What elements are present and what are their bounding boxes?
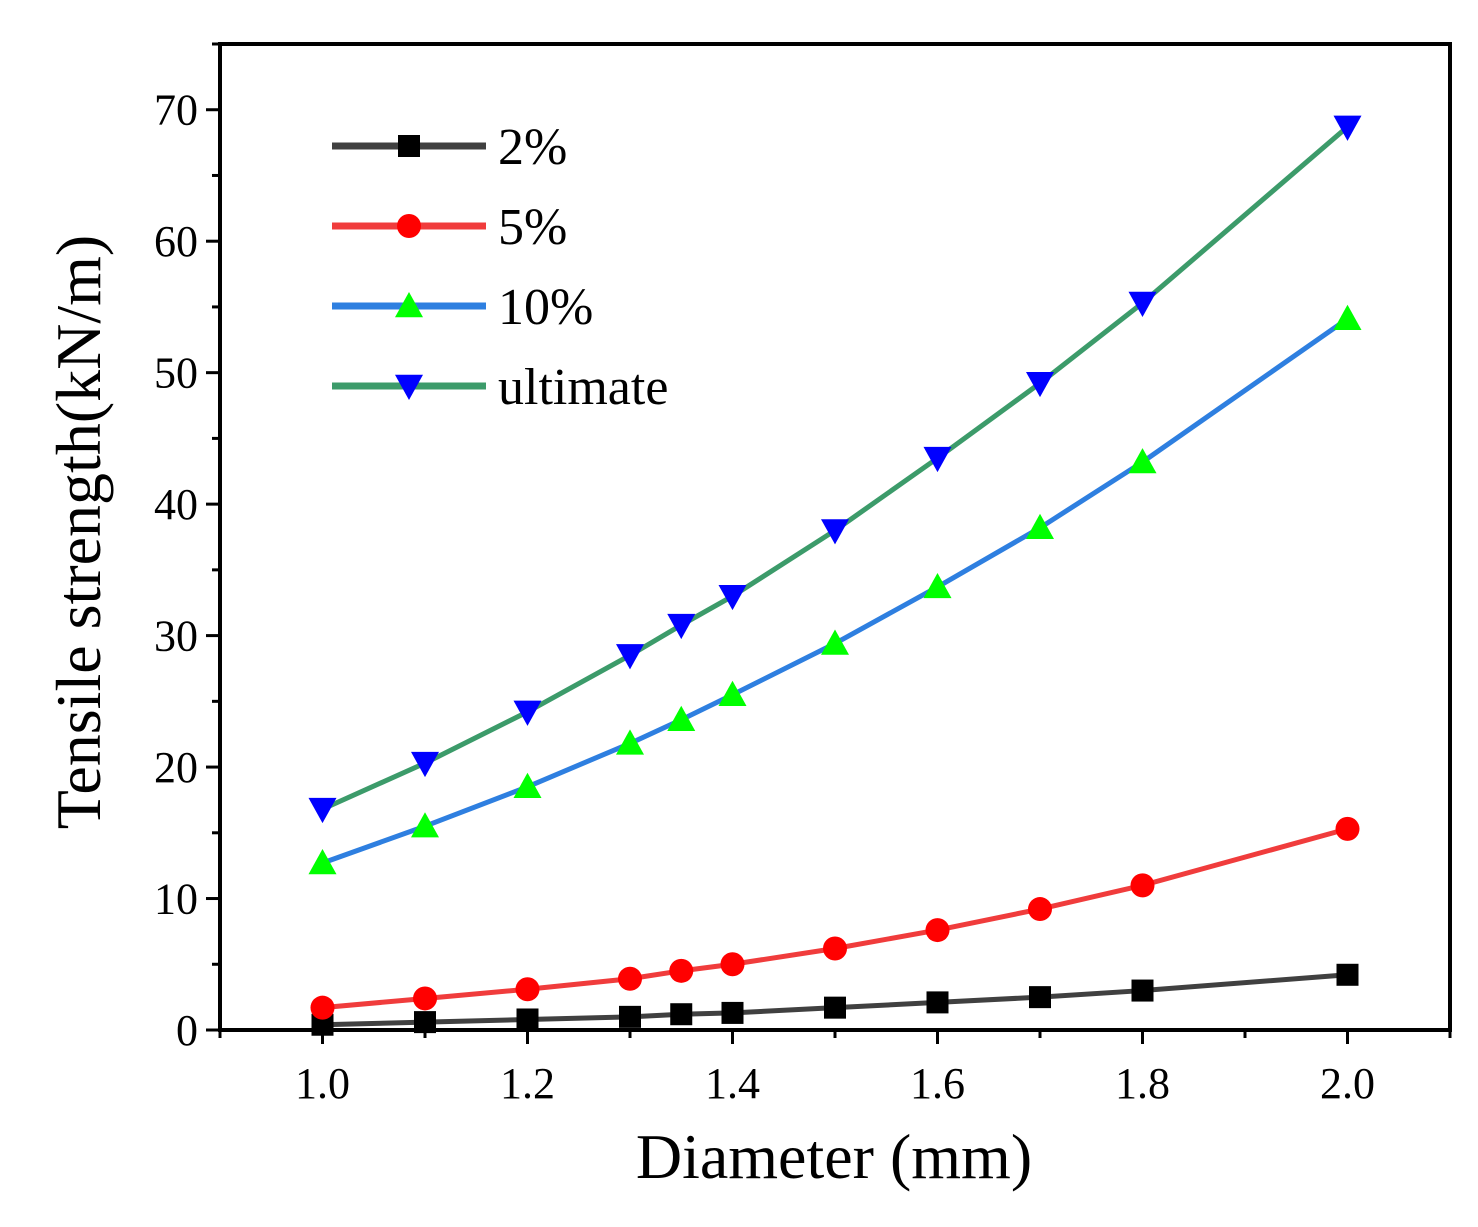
data-point [411,751,439,778]
data-point [1026,513,1054,539]
legend-item: 5% [332,199,567,256]
data-point [413,986,437,1011]
data-point [721,1001,744,1024]
data-point [308,797,337,824]
y-tick-label: 60 [154,217,198,266]
y-tick-label: 30 [154,612,198,661]
data-point [823,936,847,961]
data-point [1335,816,1360,841]
data-point [308,849,337,875]
data-point [925,918,950,943]
data-point [513,772,542,798]
data-point [718,584,747,611]
data-point [824,996,846,1019]
y-tick-label: 10 [154,875,198,924]
series-line [322,826,1349,1011]
legend-marker [397,214,421,238]
legend-marker [398,135,420,157]
data-point [821,629,849,655]
data-point [1128,291,1157,317]
data-point [515,977,540,1002]
series-2pct [311,963,1359,1036]
legend-label: 2% [498,119,567,176]
data-point [718,680,747,706]
legend-marker [395,374,423,400]
x-tick-label: 1.2 [500,1059,555,1108]
data-point [667,705,696,731]
data-point [1128,448,1157,474]
x-tick-label: 1.4 [705,1059,760,1108]
x-axis-title: Diameter (mm) [636,1121,1032,1192]
data-point [411,812,439,838]
y-tick-label: 0 [176,1006,198,1055]
y-tick-label: 40 [154,480,198,529]
legend-label: 5% [498,199,567,256]
data-point [1026,371,1054,398]
data-point [923,572,952,599]
series-10pct [308,304,1362,875]
data-point [923,446,952,473]
data-point [311,1013,334,1036]
x-tick-label: 1.8 [1115,1059,1170,1108]
data-point [618,966,642,991]
data-point [414,1011,436,1034]
legend-label: 10% [498,279,593,336]
plot-area: 1.0 1.2 1.4 1.6 1.8 2.0 0 10 20 30 40 50 60 70 [154,42,1452,1108]
x-tick-label: 2.0 [1320,1059,1375,1108]
data-point [1333,115,1362,141]
data-point [1028,897,1052,922]
legend-label: ultimate [498,359,668,416]
data-point [1130,873,1155,898]
legend-item: 10% [332,279,593,336]
data-point [513,700,542,726]
data-point [310,995,335,1020]
x-tick-label: 1.6 [910,1059,965,1108]
series-line [321,316,1349,866]
data-point [616,729,644,755]
y-tick-label: 50 [154,349,198,398]
data-point [821,519,849,545]
data-point [1131,979,1154,1002]
series-layer [308,115,1362,1036]
data-point [667,613,696,640]
y-tick-label: 20 [154,743,198,792]
data-point [720,952,745,977]
legend: 2% 5% 10% ultimate [332,119,668,416]
series-5pct [310,816,1360,1020]
y-axis-title: Tensile strength(kN/m) [43,235,114,830]
data-point [926,991,949,1014]
data-point [1333,304,1362,330]
data-point [616,644,644,670]
data-point [619,1005,641,1028]
data-point [1029,986,1051,1009]
legend-item: ultimate [332,359,668,416]
data-point [670,1003,693,1026]
data-point [516,1008,539,1031]
y-tick-label: 70 [154,86,198,135]
series-ultimate [308,115,1362,824]
data-point [669,958,694,983]
legend-item: 2% [332,119,567,176]
data-point [1336,963,1359,986]
legend-marker [395,292,423,318]
x-tick-label: 1.0 [295,1059,350,1108]
